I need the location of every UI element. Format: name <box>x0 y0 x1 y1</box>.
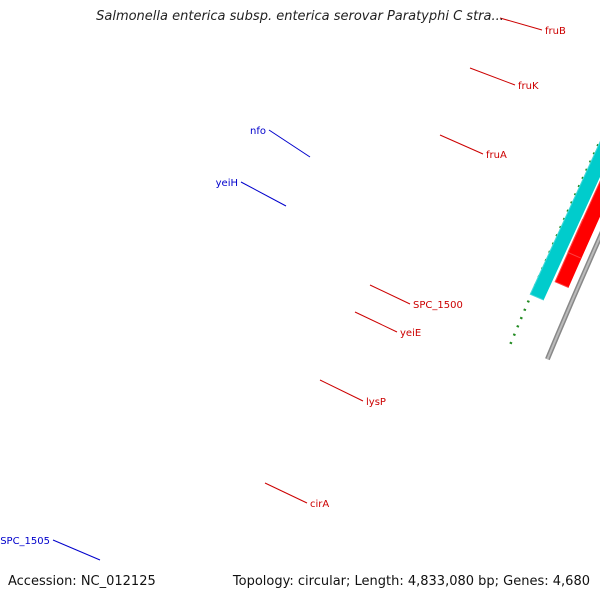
gene-label-lysP[interactable]: lysP <box>366 397 386 408</box>
gene-label-leader <box>240 181 287 207</box>
gene-label-SPC_1500[interactable]: SPC_1500 <box>413 300 463 311</box>
genome-summary: Topology: circular; Length: 4,833,080 bp… <box>232 574 590 589</box>
gene-label-fruA[interactable]: fruA <box>486 150 507 161</box>
gene-label-leader <box>499 17 543 31</box>
gene-label-leader <box>52 539 101 561</box>
gene-label-leader <box>439 134 484 155</box>
gene-label-leader <box>319 379 364 402</box>
gene-label-leader <box>268 129 311 158</box>
gene-fru-cds[interactable] <box>529 59 600 301</box>
gene-label-leader <box>469 67 516 86</box>
gene-label-fruK[interactable]: fruK <box>518 81 539 92</box>
gene-label-yeiE[interactable]: yeiE <box>400 328 421 339</box>
gene-label-nfo[interactable]: nfo <box>250 126 266 137</box>
gene-label-yeiH[interactable]: yeiH <box>216 178 238 189</box>
gene-layer <box>529 59 600 301</box>
accession-label: Accession: NC_012125 <box>8 574 156 589</box>
map-title: Salmonella enterica subsp. enterica sero… <box>96 9 504 24</box>
gene-label-fruB[interactable]: fruB <box>545 26 566 37</box>
gene-label-SPC_1505[interactable]: SPC_1505 <box>0 536 50 547</box>
gene-label-leader <box>369 284 411 305</box>
gene-label-cirA[interactable]: cirA <box>310 499 329 510</box>
label-layer: fruB fruK fruA nfo yeiH SPC_1500 yeiE lysP cirA S… <box>0 17 566 561</box>
gene-fruK[interactable] <box>567 168 600 259</box>
gene-label-leader <box>354 311 398 333</box>
gene-label-leader <box>264 482 308 504</box>
